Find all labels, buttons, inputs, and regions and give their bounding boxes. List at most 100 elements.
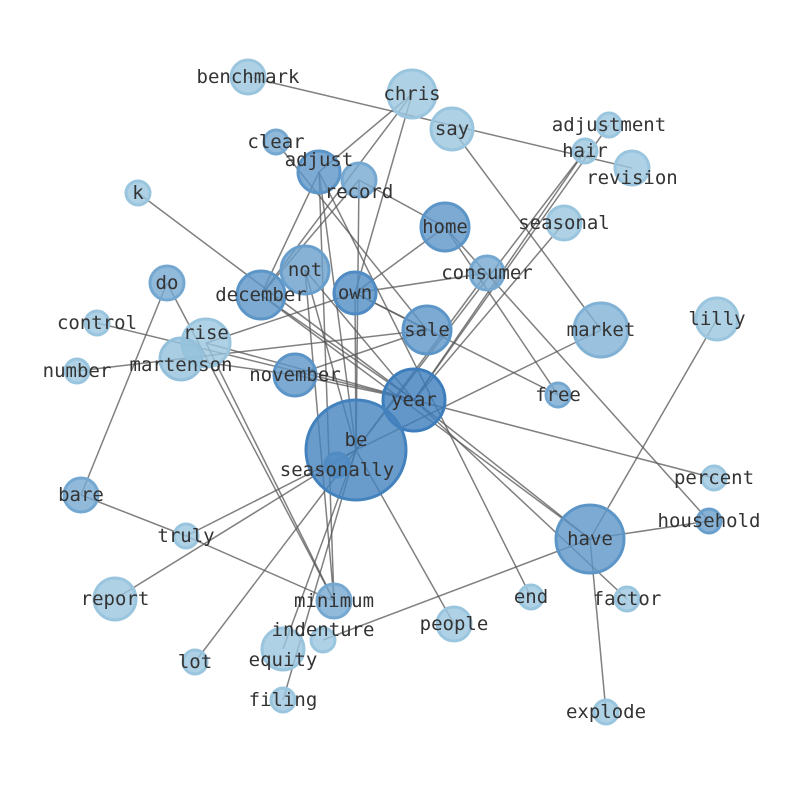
node-label-factor: factor bbox=[593, 588, 662, 610]
node-people[interactable] bbox=[435, 605, 473, 643]
node-consumer[interactable] bbox=[468, 254, 506, 292]
node-minimum[interactable] bbox=[315, 582, 353, 620]
node-label-martenson: martenson bbox=[130, 354, 233, 376]
edge-truly-minimum bbox=[185, 535, 335, 602]
node-label-record: record bbox=[325, 181, 394, 203]
node-label-lot: lot bbox=[178, 651, 212, 673]
node-label-december: december bbox=[215, 284, 307, 306]
node-revision[interactable] bbox=[613, 149, 651, 187]
node-label-seasonal: seasonal bbox=[518, 212, 610, 234]
node-seasonally[interactable] bbox=[323, 451, 351, 479]
node-not[interactable] bbox=[279, 244, 331, 296]
node-adjust[interactable] bbox=[296, 149, 342, 195]
node-say[interactable] bbox=[429, 106, 475, 152]
node-seasonal[interactable] bbox=[545, 204, 583, 242]
node-clear[interactable] bbox=[262, 128, 290, 156]
node-household[interactable] bbox=[695, 507, 723, 535]
edge-seasonal-year bbox=[413, 222, 565, 401]
node-label-household: household bbox=[658, 510, 761, 532]
node-hair[interactable] bbox=[571, 137, 599, 165]
node-label-end: end bbox=[514, 586, 548, 608]
node-home[interactable] bbox=[419, 201, 471, 253]
node-label-sale: sale bbox=[404, 319, 450, 341]
node-label-own: own bbox=[338, 282, 372, 304]
edge-rise-minimum bbox=[205, 342, 335, 602]
node-label-do: do bbox=[156, 272, 179, 294]
node-factor[interactable] bbox=[613, 585, 641, 613]
node-martenson[interactable] bbox=[158, 336, 204, 382]
edge-have-indenture bbox=[322, 538, 591, 641]
node-november[interactable] bbox=[272, 352, 318, 398]
node-label-year: year bbox=[391, 389, 437, 411]
node-label-revision: revision bbox=[586, 167, 678, 189]
node-label-lilly: lilly bbox=[688, 308, 745, 330]
node-report[interactable] bbox=[92, 576, 138, 622]
node-label-market: market bbox=[567, 319, 636, 341]
node-label-percent: percent bbox=[674, 467, 754, 489]
node-label-report: report bbox=[81, 588, 150, 610]
node-indenture[interactable] bbox=[309, 626, 337, 654]
edge-number-sale bbox=[76, 329, 428, 372]
node-label-filing: filing bbox=[249, 689, 318, 711]
labels-layer: benchmark chris say adjustment hair revision c… bbox=[43, 66, 761, 723]
node-number[interactable] bbox=[63, 357, 91, 385]
node-label-minimum: minimum bbox=[294, 590, 374, 612]
node-label-k: k bbox=[132, 182, 144, 204]
edge-own-free bbox=[354, 292, 559, 396]
node-label-seasonally: seasonally bbox=[280, 459, 394, 481]
node-label-benchmark: benchmark bbox=[197, 66, 301, 88]
node-record[interactable] bbox=[340, 161, 378, 199]
node-label-free: free bbox=[535, 384, 581, 406]
node-label-november: november bbox=[249, 364, 341, 386]
node-do[interactable] bbox=[148, 264, 186, 302]
node-have[interactable] bbox=[554, 503, 626, 575]
edge-adjust-minimum bbox=[318, 171, 335, 602]
edge-lilly-have bbox=[589, 318, 718, 540]
node-label-adjustment: adjustment bbox=[552, 114, 666, 136]
edge-home-free bbox=[444, 226, 559, 396]
node-own[interactable] bbox=[332, 270, 378, 316]
node-label-home: home bbox=[422, 216, 468, 238]
node-label-equity: equity bbox=[249, 649, 318, 671]
node-end[interactable] bbox=[517, 583, 545, 611]
node-truly[interactable] bbox=[172, 522, 200, 550]
node-chris[interactable] bbox=[386, 68, 438, 120]
edge-own-rise bbox=[205, 292, 356, 344]
node-adjustment[interactable] bbox=[595, 111, 623, 139]
edge-say-market bbox=[451, 128, 602, 331]
node-label-hair: hair bbox=[562, 140, 608, 162]
node-year[interactable] bbox=[381, 367, 447, 433]
node-benchmark[interactable] bbox=[229, 58, 267, 96]
node-label-chris: chris bbox=[383, 83, 440, 105]
node-sale[interactable] bbox=[401, 304, 453, 356]
node-label-have: have bbox=[567, 528, 613, 550]
node-lot[interactable] bbox=[181, 648, 209, 676]
node-label-explode: explode bbox=[566, 701, 646, 723]
node-bare[interactable] bbox=[62, 476, 100, 514]
edge-percent-year bbox=[413, 399, 715, 479]
edge-year-have bbox=[413, 399, 591, 540]
edge-do-bare bbox=[80, 282, 168, 496]
node-percent[interactable] bbox=[700, 464, 728, 492]
edge-adjustment-year bbox=[413, 124, 610, 401]
node-equity[interactable] bbox=[260, 626, 306, 672]
node-label-people: people bbox=[420, 613, 489, 635]
node-label-number: number bbox=[43, 360, 112, 382]
node-control[interactable] bbox=[83, 309, 111, 337]
node-lilly[interactable] bbox=[694, 296, 740, 342]
node-free[interactable] bbox=[544, 381, 572, 409]
node-label-consumer: consumer bbox=[441, 262, 533, 284]
node-k[interactable] bbox=[124, 179, 152, 207]
node-filing[interactable] bbox=[269, 686, 297, 714]
node-label-control: control bbox=[57, 312, 137, 334]
nodes-layer bbox=[62, 58, 740, 726]
node-explode[interactable] bbox=[592, 698, 620, 726]
node-december[interactable] bbox=[235, 269, 287, 321]
node-label-clear: clear bbox=[247, 131, 304, 153]
node-label-rise: rise bbox=[183, 322, 229, 344]
node-label-adjust: adjust bbox=[285, 149, 354, 171]
node-market[interactable] bbox=[572, 301, 630, 359]
node-label-truly: truly bbox=[157, 525, 214, 547]
